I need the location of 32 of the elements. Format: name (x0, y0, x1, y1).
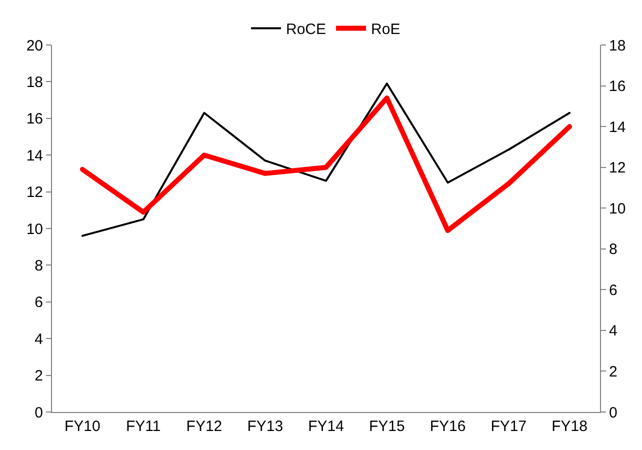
y2-tick-label: 0 (609, 404, 618, 422)
y-tick-label: 14 (26, 147, 43, 164)
legend-label: RoCE (286, 21, 326, 38)
y-tick-label: 4 (34, 330, 43, 348)
x-tick-label: FY11 (126, 418, 161, 435)
y-tick-label: 20 (26, 37, 43, 54)
x-tick-label: FY16 (430, 418, 466, 435)
legend-label: RoE (371, 21, 400, 38)
x-tick-label: FY15 (368, 418, 405, 435)
y2-tick-label: 2 (609, 363, 618, 380)
y-tick-label: 12 (26, 184, 43, 202)
y-tick-label: 16 (26, 110, 43, 128)
x-tick-label: FY17 (490, 418, 527, 435)
x-tick-label: FY18 (552, 418, 588, 435)
y-tick-label: 6 (34, 294, 43, 312)
y2-tick-label: 12 (609, 160, 626, 177)
x-tick-label: FY14 (308, 418, 344, 435)
y-tick-label: 18 (26, 74, 43, 91)
x-tick-label: FY10 (64, 418, 100, 435)
y2-tick-label: 18 (609, 37, 626, 54)
y2-tick-label: 14 (609, 118, 626, 136)
y2-tick-label: 10 (609, 200, 626, 218)
x-tick-label: FY12 (186, 418, 222, 435)
y2-tick-label: 4 (609, 322, 618, 340)
y-tick-label: 10 (26, 220, 43, 238)
y2-tick-label: 16 (609, 78, 626, 96)
y-tick-label: 0 (34, 404, 43, 422)
y2-tick-label: 8 (609, 241, 618, 258)
y-tick-label: 8 (34, 257, 43, 274)
y2-tick-label: 6 (609, 282, 618, 299)
x-tick-label: FY13 (247, 418, 284, 435)
y-tick-label: 2 (34, 368, 43, 385)
